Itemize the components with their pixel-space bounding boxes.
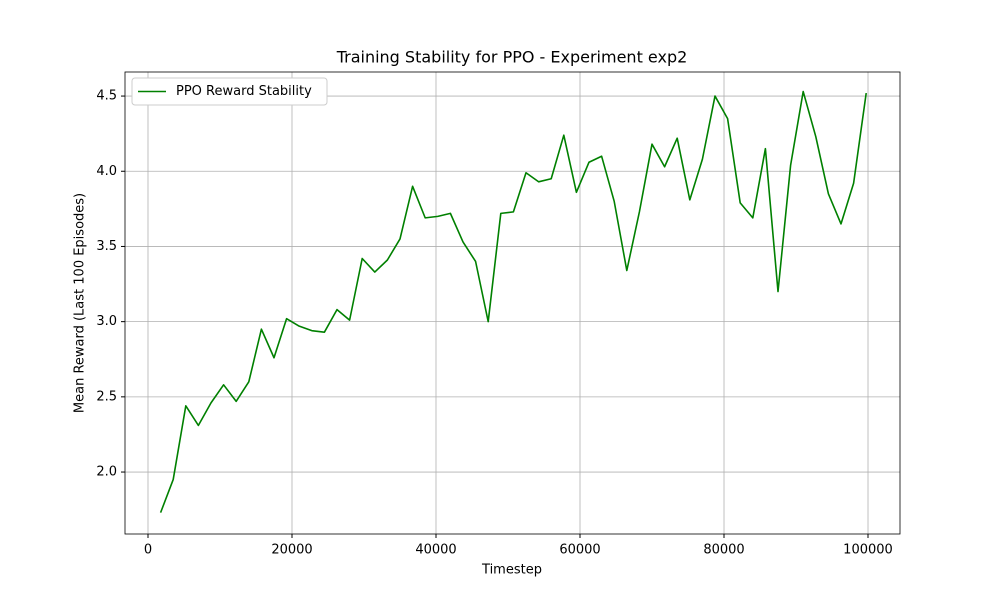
y-axis-label: Mean Reward (Last 100 Episodes) [73,193,88,413]
legend-box [131,77,328,106]
y-tick-label: 2.0 [96,465,117,480]
line-series [159,90,867,513]
x-tick-label: 0 [144,543,152,558]
chart-title: Training Stability for PPO - Experiment … [336,48,688,67]
plot-frame [124,71,901,535]
x-tick-label: 20000 [271,543,312,558]
y-tick-label: 4.0 [96,164,117,179]
x-tick-label: 80000 [703,543,744,558]
x-tick-label: 60000 [559,543,600,558]
x-axis-label: Timestep [481,563,542,578]
x-tick-label: 100000 [843,543,893,558]
y-tick-label: 2.5 [96,389,117,404]
x-tick-label: 40000 [415,543,456,558]
y-tick-label: 3.5 [96,239,117,254]
legend-label: PPO Reward Stability [176,84,312,99]
y-tick-label: 4.5 [96,89,117,104]
y-tick-label: 3.0 [96,314,117,329]
